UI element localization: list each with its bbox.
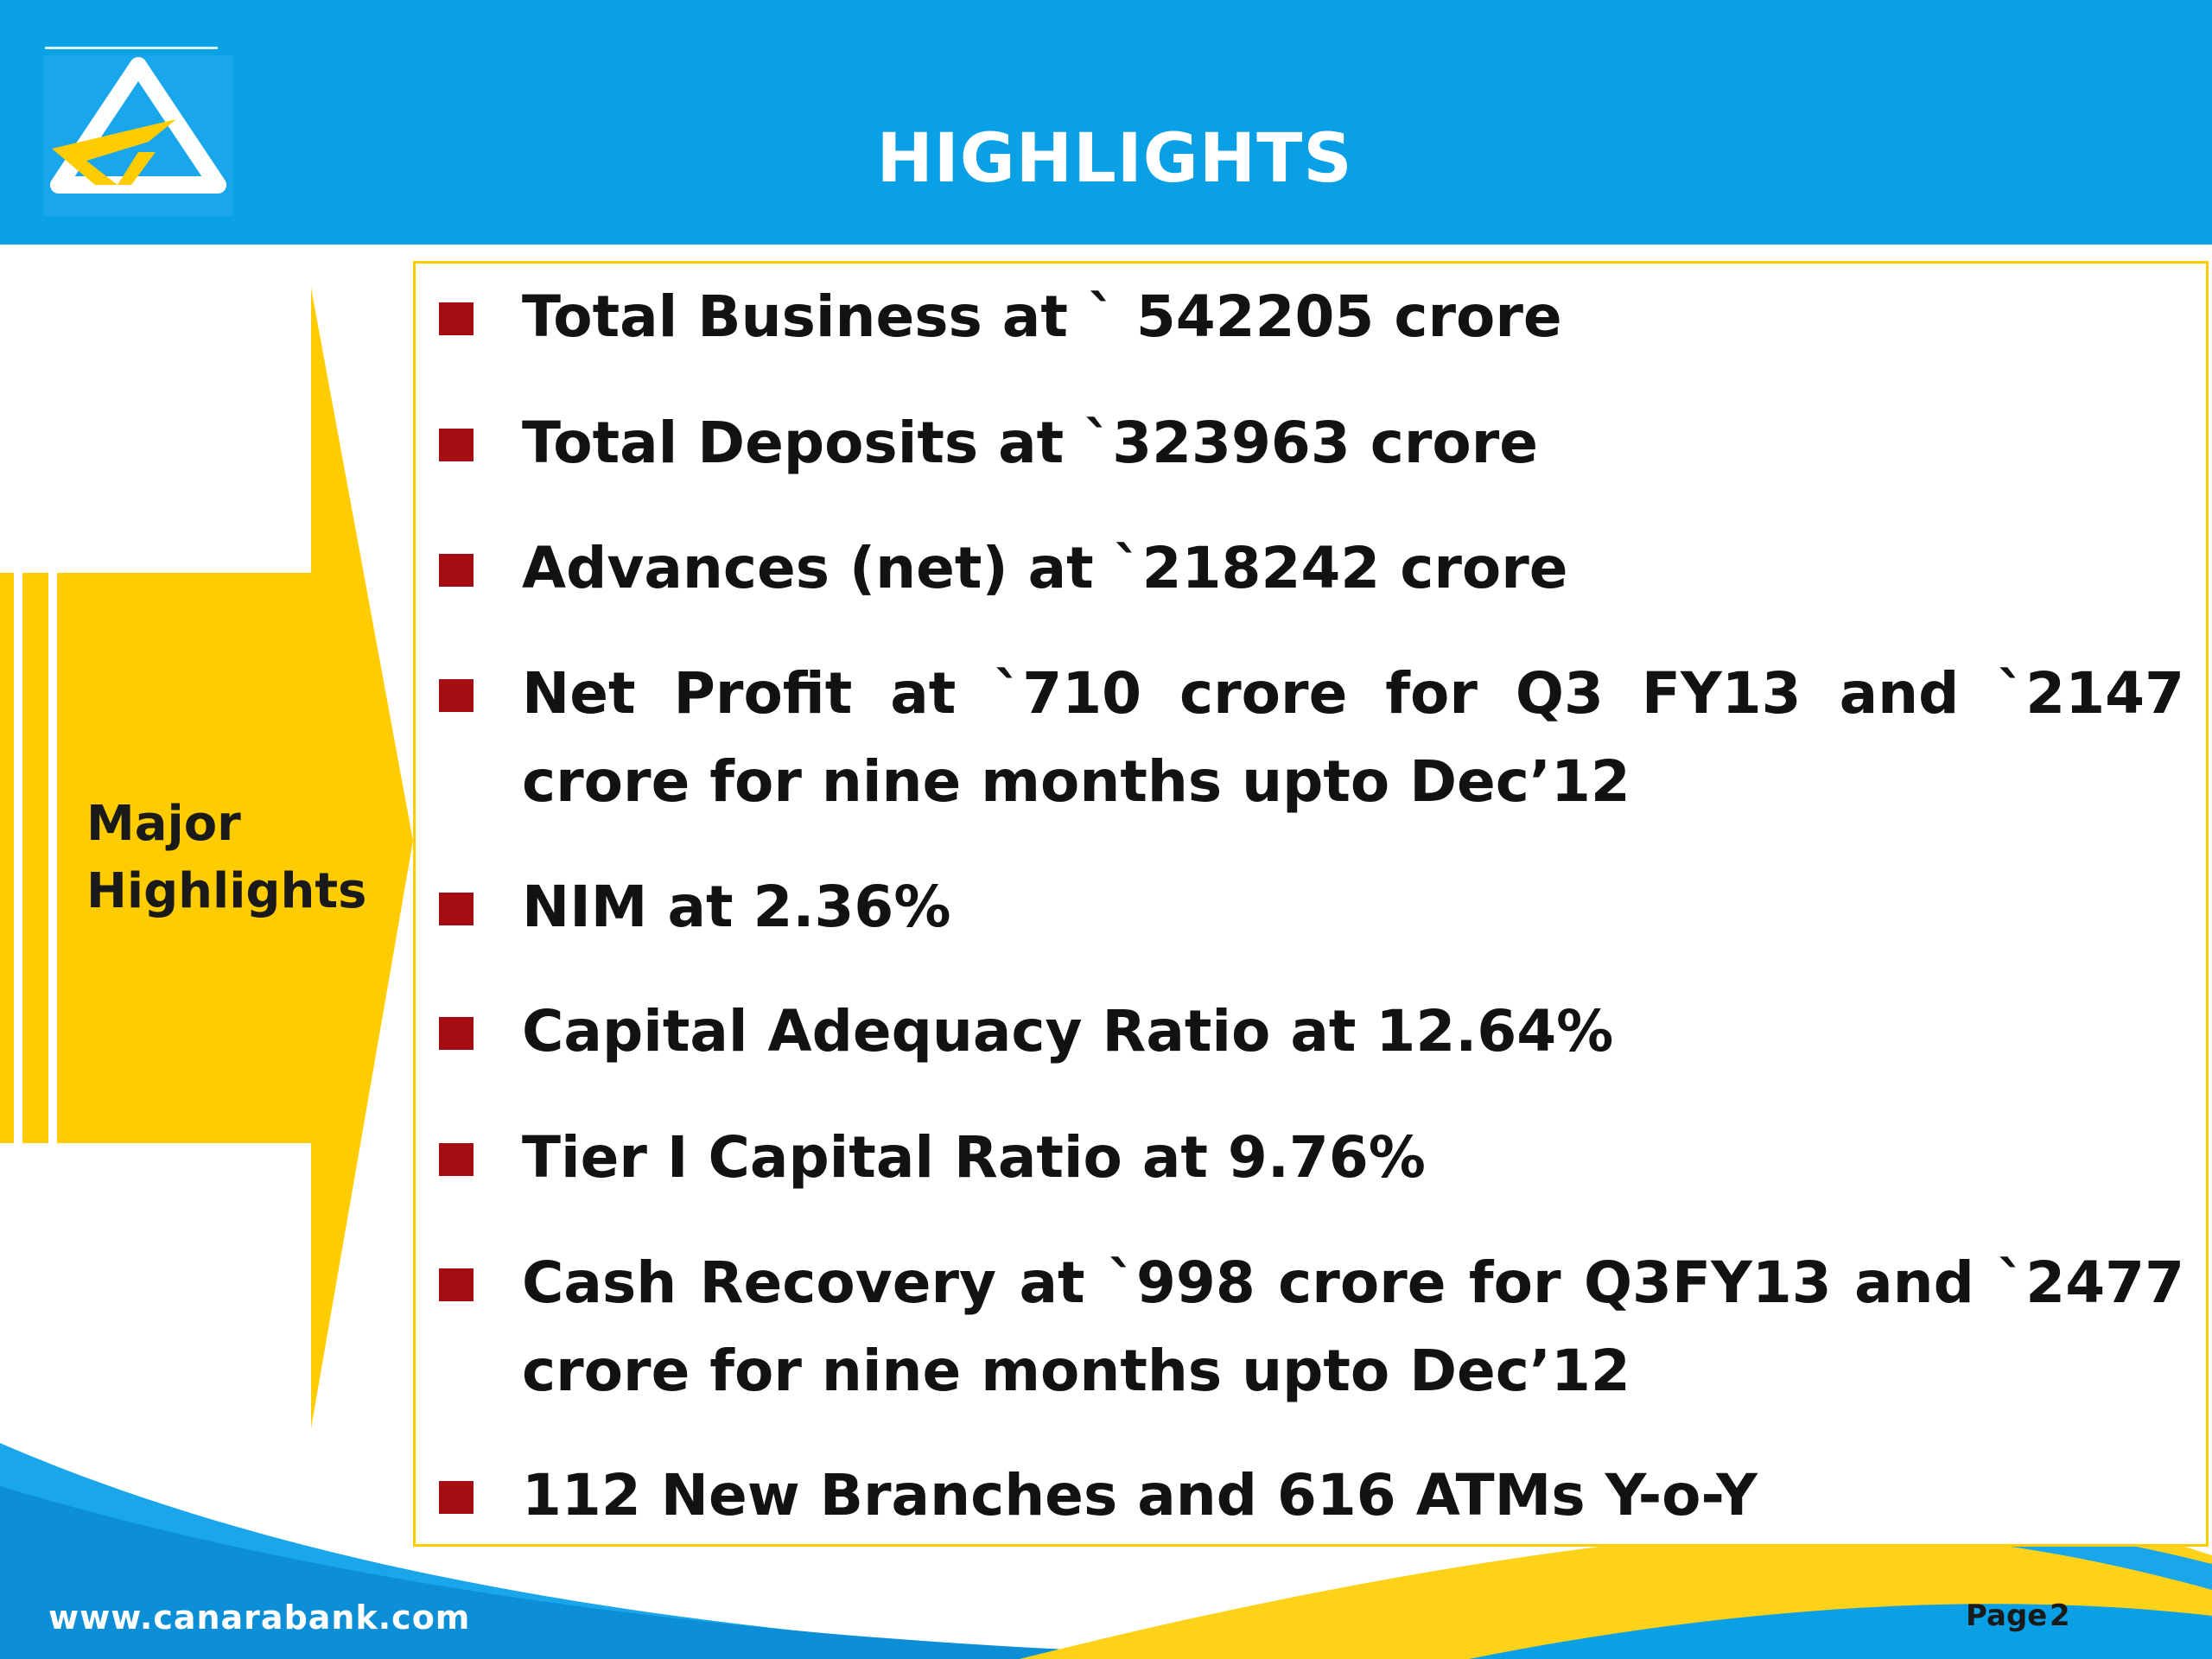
side-label-line1: Major — [86, 796, 241, 852]
major-highlights-arrow — [0, 288, 413, 1428]
page-number: 2 — [2050, 1599, 2070, 1633]
square-bullet-icon — [439, 679, 474, 712]
bullet-text: 112 New Branches and 616 ATMs Y-o-Y — [522, 1462, 1758, 1529]
bullet-text: Total Deposits at `323963 crore — [522, 410, 1539, 476]
bullet-text: NIM at 2.36% — [522, 874, 951, 940]
header-bar: HIGHLIGHTS — [0, 0, 2212, 245]
square-bullet-icon — [439, 302, 474, 335]
square-bullet-icon — [439, 554, 474, 587]
canara-bank-logo-icon — [43, 55, 233, 216]
bullet-text: Capital Adequacy Ratio at 12.64% — [522, 998, 1614, 1065]
list-item: Advances (net) at `218242 crore — [439, 524, 2193, 613]
bullet-text: Net Profit at `710 crore for Q3 FY13 and… — [522, 660, 2184, 815]
footer-website-link[interactable]: www.canarabank.com — [48, 1599, 471, 1637]
side-label: Major Highlights — [86, 791, 367, 925]
page-label: Page — [1966, 1599, 2048, 1633]
list-item: NIM at 2.36% — [439, 863, 2193, 951]
side-label-line2: Highlights — [86, 863, 367, 919]
bullet-text: Tier I Capital Ratio at 9.76% — [522, 1124, 1426, 1191]
square-bullet-icon — [439, 1143, 474, 1176]
highlights-box — [413, 261, 2209, 1547]
page-title: HIGHLIGHTS — [876, 120, 1353, 198]
bullet-text: Total Business at ` 542205 crore — [522, 283, 1562, 350]
square-bullet-icon — [439, 429, 474, 461]
list-item: 112 New Branches and 616 ATMs Y-o-Y — [439, 1452, 2193, 1540]
list-item: Cash Recovery at `998 crore for Q3FY13 a… — [439, 1239, 2193, 1415]
bullet-text: Advances (net) at `218242 crore — [522, 535, 1568, 601]
square-bullet-icon — [439, 1017, 474, 1050]
list-item: Net Profit at `710 crore for Q3 FY13 and… — [439, 650, 2193, 826]
list-item: Total Deposits at `323963 crore — [439, 399, 2193, 487]
list-item: Capital Adequacy Ratio at 12.64% — [439, 988, 2193, 1076]
bullet-text: Cash Recovery at `998 crore for Q3FY13 a… — [522, 1249, 2184, 1404]
header-divider — [45, 47, 218, 49]
list-item: Total Business at ` 542205 crore — [439, 273, 2193, 361]
square-bullet-icon — [439, 1268, 474, 1301]
list-item: Tier I Capital Ratio at 9.76% — [439, 1114, 2193, 1202]
square-bullet-icon — [439, 893, 474, 925]
square-bullet-icon — [439, 1481, 474, 1514]
